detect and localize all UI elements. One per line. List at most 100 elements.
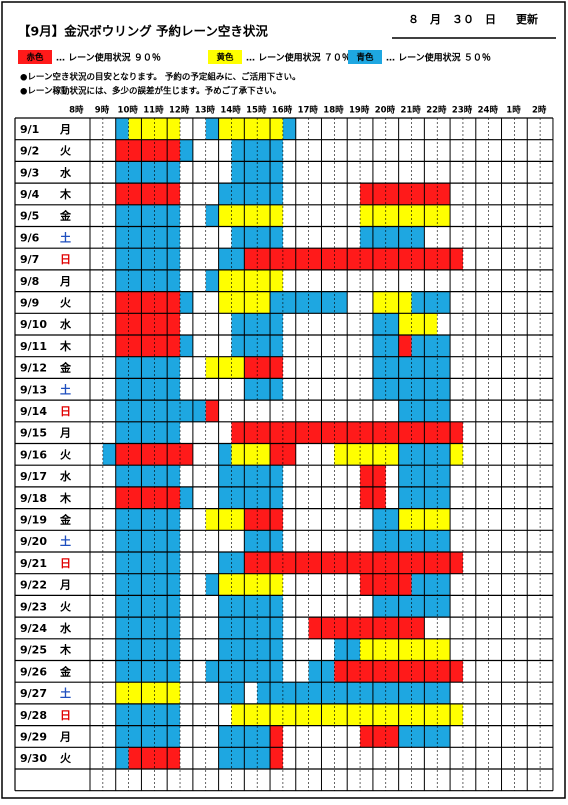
booking-cell [334, 443, 399, 466]
booking-cell [115, 703, 181, 726]
row-day: 水 [60, 317, 72, 331]
legend-swatch-label: 黄色 [216, 52, 234, 63]
row-day: 金 [59, 361, 72, 375]
booking-cell [115, 400, 206, 422]
booking-cell [257, 682, 451, 704]
row-day: 土 [60, 382, 71, 396]
row-date: 9/2 [20, 145, 39, 158]
hour-label: 2時 [532, 105, 547, 116]
row-date: 9/18 [20, 492, 47, 505]
booking-cell [205, 508, 245, 531]
booking-cell [450, 443, 463, 466]
legend-swatch [348, 50, 382, 64]
booking-cell [115, 682, 181, 704]
hour-label: 12時 [169, 105, 190, 116]
booking-cell [372, 335, 399, 357]
booking-cell [244, 356, 283, 379]
row-date: 9/22 [20, 579, 47, 592]
row-date: 9/19 [20, 513, 47, 526]
booking-cell [115, 335, 181, 357]
row-day: 木 [59, 339, 72, 353]
row-date: 9/16 [20, 448, 47, 461]
booking-cell [205, 573, 219, 596]
row-day: 日 [60, 405, 71, 418]
row-day: 月 [59, 579, 71, 592]
row-day: 土 [60, 686, 71, 700]
booking-cell [372, 530, 451, 552]
booking-cell [218, 269, 283, 292]
row-date: 9/26 [20, 665, 47, 678]
booking-cell [360, 183, 451, 205]
booking-cell [231, 226, 283, 249]
row-date: 9/23 [20, 600, 47, 613]
row-date: 9/29 [20, 730, 47, 743]
row-date: 9/11 [20, 340, 47, 353]
row-date: 9/30 [20, 752, 47, 765]
booking-cell [115, 421, 181, 444]
booking-cell [360, 638, 451, 661]
row-date: 9/24 [20, 622, 47, 635]
booking-cell [115, 356, 181, 379]
updated-label: 更新 [516, 12, 538, 26]
booking-cell [205, 269, 219, 292]
hour-label: 24時 [478, 105, 499, 116]
booking-cell [115, 248, 181, 270]
hour-label: 1時 [506, 105, 521, 116]
booking-cell [115, 269, 181, 292]
booking-cell [244, 248, 463, 270]
booking-cell [115, 595, 181, 618]
booking-cell [372, 313, 399, 335]
row-date: 9/28 [20, 709, 47, 722]
booking-cell [244, 530, 283, 552]
booking-cell [115, 573, 181, 596]
booking-cell [218, 443, 232, 466]
booking-cell [115, 747, 129, 769]
booking-cell [115, 204, 181, 227]
booking-cell [115, 508, 181, 531]
booking-cell [180, 139, 193, 162]
booking-cell [218, 486, 283, 509]
booking-cell [128, 118, 181, 140]
booking-cell [205, 204, 219, 227]
booking-cell [231, 443, 271, 466]
hour-label: 14時 [220, 105, 241, 116]
booking-cell [398, 313, 438, 335]
booking-cell [115, 486, 181, 509]
booking-cell [180, 291, 193, 314]
booking-cell [270, 725, 283, 748]
row-date: 9/9 [20, 296, 39, 309]
row-day: 月 [59, 730, 71, 743]
booking-cell [205, 400, 219, 422]
legend-text: … レーン使用状況 ７０％ [246, 52, 351, 64]
hour-label: 23時 [452, 105, 473, 116]
row-date: 9/17 [20, 470, 47, 483]
booking-cell [244, 508, 283, 531]
row-day: 日 [60, 709, 71, 722]
booking-cell [115, 552, 181, 574]
booking-cell [372, 378, 451, 401]
booking-cell [180, 335, 193, 357]
booking-cell [115, 118, 129, 140]
booking-cell [218, 118, 283, 140]
row-day: 日 [60, 557, 71, 570]
booking-cell [270, 747, 283, 769]
legend-swatch-label: 青色 [356, 52, 374, 63]
hour-label: 9時 [95, 105, 110, 116]
row-day: 月 [59, 123, 71, 136]
row-day: 火 [60, 600, 72, 613]
row-day: 火 [60, 448, 72, 461]
hour-label: 10時 [118, 105, 139, 116]
row-day: 水 [60, 469, 72, 483]
legend-text: … レーン使用状況 ９０％ [56, 52, 161, 64]
hour-label: 13時 [195, 105, 216, 116]
booking-cell [411, 291, 451, 314]
booking-cell [115, 638, 181, 661]
row-day: 木 [59, 187, 72, 201]
row-date: 9/5 [20, 210, 39, 223]
row-date: 9/8 [20, 275, 39, 288]
booking-cell [218, 465, 283, 487]
booking-cell [115, 291, 181, 314]
hour-label: 19時 [349, 105, 370, 116]
row-day: 土 [60, 230, 71, 244]
